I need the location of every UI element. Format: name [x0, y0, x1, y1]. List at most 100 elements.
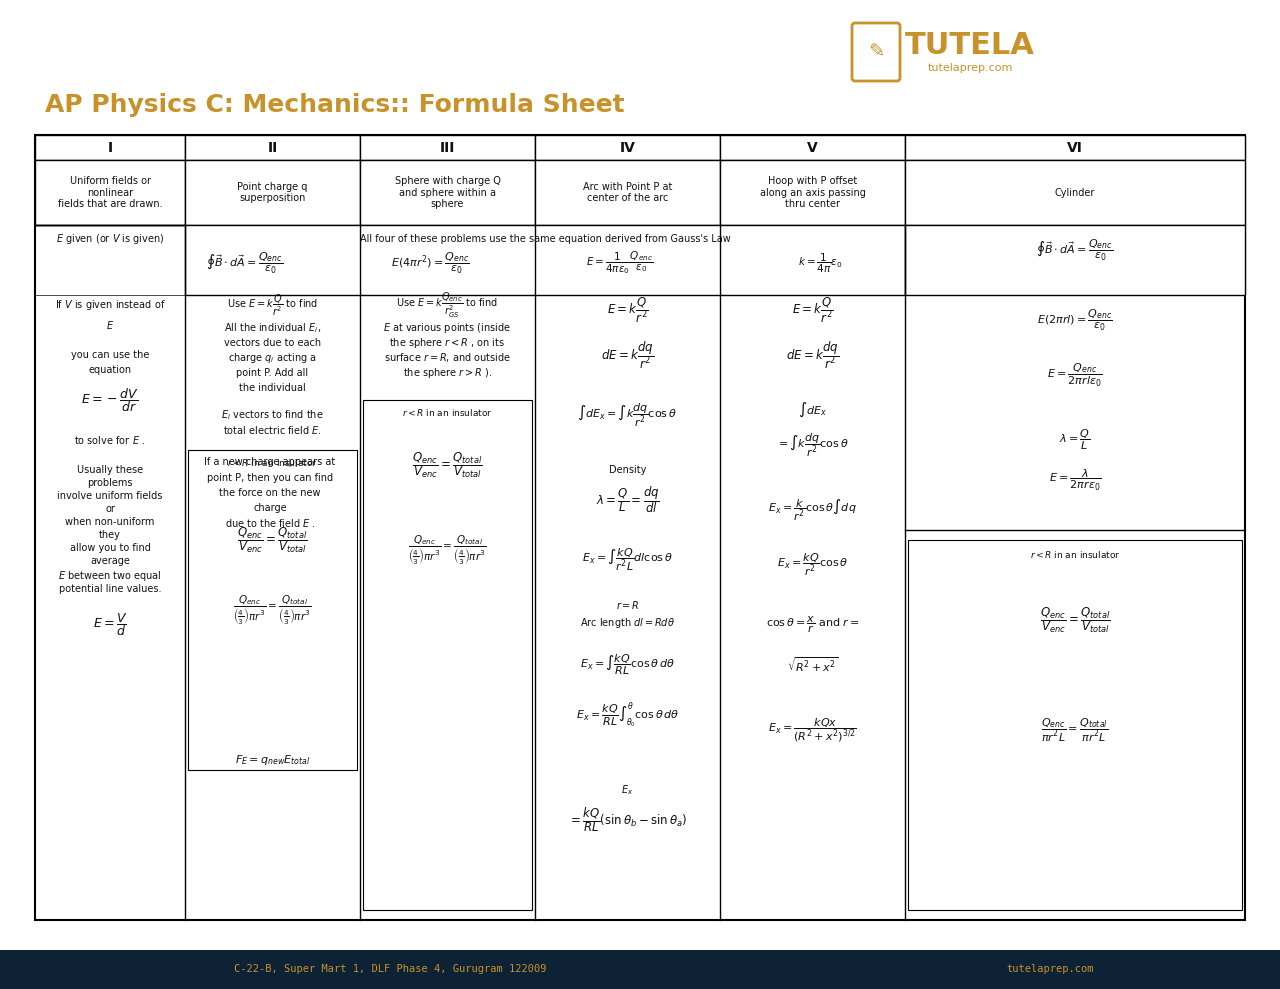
- Text: $\dfrac{Q_{enc}}{\left(\frac{4}{3}\right)\pi r^3} = \dfrac{Q_{total}}{\left(\fra: $\dfrac{Q_{enc}}{\left(\frac{4}{3}\right…: [233, 593, 312, 626]
- Text: potential line values.: potential line values.: [59, 584, 161, 594]
- Text: $E = \dfrac{1}{4\pi\epsilon_0} \dfrac{Q_{enc}}{\epsilon_0}$: $E = \dfrac{1}{4\pi\epsilon_0} \dfrac{Q_…: [586, 249, 654, 277]
- Text: TUTELA: TUTELA: [905, 31, 1036, 59]
- Text: I: I: [108, 140, 113, 154]
- Text: $E_x = \dfrac{kQ}{RL}\int_{\theta_0}^{\theta}\cos\theta\, d\theta$: $E_x = \dfrac{kQ}{RL}\int_{\theta_0}^{\t…: [576, 700, 680, 730]
- Text: problems: problems: [87, 478, 133, 488]
- Text: C-22-B, Super Mart 1, DLF Phase 4, Gurugram 122009: C-22-B, Super Mart 1, DLF Phase 4, Gurug…: [234, 964, 547, 974]
- Bar: [35, 135, 1245, 920]
- Bar: [35, 135, 186, 160]
- Text: they: they: [99, 530, 120, 540]
- Text: Density: Density: [609, 465, 646, 475]
- Text: All the individual $E_i$,: All the individual $E_i$,: [224, 321, 321, 335]
- Text: to solve for $E$ .: to solve for $E$ .: [74, 434, 146, 446]
- Text: $\int dE_x$: $\int dE_x$: [797, 401, 827, 419]
- Text: $\lambda = \dfrac{Q}{L} = \dfrac{dq}{dl}$: $\lambda = \dfrac{Q}{L} = \dfrac{dq}{dl}…: [595, 485, 659, 515]
- Bar: [360, 160, 535, 225]
- Bar: [908, 540, 1242, 910]
- Text: $\oint \vec{B} \cdot d\vec{A} = \dfrac{Q_{enc}}{\epsilon_0}$: $\oint \vec{B} \cdot d\vec{A} = \dfrac{Q…: [1037, 237, 1114, 262]
- Bar: [35, 160, 186, 225]
- Text: $r < R$ in an insulator: $r < R$ in an insulator: [402, 407, 493, 418]
- Text: $\int dE_x = \int k\dfrac{dq}{r^2}\cos\theta$: $\int dE_x = \int k\dfrac{dq}{r^2}\cos\t…: [577, 402, 677, 428]
- Text: If $V$ is given instead of: If $V$ is given instead of: [55, 298, 165, 312]
- Text: $E_x = \int \dfrac{kQ}{r^2 L} dl\cos\theta$: $E_x = \int \dfrac{kQ}{r^2 L} dl\cos\the…: [582, 547, 673, 574]
- Text: involve uniform fields: involve uniform fields: [58, 491, 163, 501]
- Text: $E_x = \dfrac{k}{r^2}\cos\theta \int dq$: $E_x = \dfrac{k}{r^2}\cos\theta \int dq$: [768, 497, 856, 522]
- Text: Use $E = k\dfrac{Q}{r^2}$ to find: Use $E = k\dfrac{Q}{r^2}$ to find: [227, 292, 319, 317]
- Text: $E = k\dfrac{Q}{r^2}$: $E = k\dfrac{Q}{r^2}$: [607, 295, 649, 325]
- Text: $k = \dfrac{1}{4\pi}\epsilon_0$: $k = \dfrac{1}{4\pi}\epsilon_0$: [797, 251, 842, 275]
- Text: $\dfrac{Q_{enc}}{\left(\frac{4}{3}\right)\pi r^3} = \dfrac{Q_{total}}{\left(\fra: $\dfrac{Q_{enc}}{\left(\frac{4}{3}\right…: [408, 533, 486, 567]
- Text: Arc with Point P at
center of the arc: Arc with Point P at center of the arc: [582, 182, 672, 204]
- Text: you can use the: you can use the: [70, 350, 150, 360]
- Text: $r = R$: $r = R$: [616, 599, 640, 611]
- Bar: [719, 160, 905, 225]
- Text: or: or: [105, 504, 115, 514]
- Text: $E(2\pi r l) = \dfrac{Q_{enc}}{\epsilon_0}$: $E(2\pi r l) = \dfrac{Q_{enc}}{\epsilon_…: [1037, 308, 1112, 332]
- Text: Usually these: Usually these: [77, 465, 143, 475]
- Bar: [364, 400, 532, 910]
- Bar: [905, 225, 1245, 295]
- Text: Use $E = k\dfrac{Q_{enc}}{r^2_{GS}}$ to find: Use $E = k\dfrac{Q_{enc}}{r^2_{GS}}$ to …: [397, 290, 499, 319]
- Text: Sphere with charge Q
and sphere within a
sphere: Sphere with charge Q and sphere within a…: [394, 176, 500, 209]
- Text: $= \dfrac{kQ}{RL}(\sin\theta_b - \sin\theta_a)$: $= \dfrac{kQ}{RL}(\sin\theta_b - \sin\th…: [568, 806, 687, 835]
- Text: III: III: [440, 140, 456, 154]
- Text: If a new charge appears at: If a new charge appears at: [205, 457, 335, 467]
- Text: $\dfrac{Q_{enc}}{V_{enc}} = \dfrac{Q_{total}}{V_{total}}$: $\dfrac{Q_{enc}}{V_{enc}} = \dfrac{Q_{to…: [1039, 605, 1110, 635]
- Text: IV: IV: [620, 140, 635, 154]
- Bar: [0, 950, 1280, 989]
- Bar: [188, 450, 357, 770]
- Text: $E_x = \int \dfrac{kQ}{RL}\cos\theta\, d\theta$: $E_x = \int \dfrac{kQ}{RL}\cos\theta\, d…: [580, 653, 675, 677]
- Text: $E = \dfrac{\lambda}{2\pi r\epsilon_0}$: $E = \dfrac{\lambda}{2\pi r\epsilon_0}$: [1048, 468, 1101, 493]
- Text: tutelaprep.com: tutelaprep.com: [1006, 964, 1093, 974]
- Text: VI: VI: [1068, 140, 1083, 154]
- FancyBboxPatch shape: [852, 23, 900, 81]
- Bar: [535, 135, 719, 160]
- Text: Hoop with P offset
along an axis passing
thru center: Hoop with P offset along an axis passing…: [759, 176, 865, 209]
- Bar: [186, 160, 360, 225]
- Bar: [719, 135, 905, 160]
- Text: the sphere $r > R$ ).: the sphere $r > R$ ).: [403, 366, 492, 380]
- Text: $E = \dfrac{Q_{enc}}{2\pi r l\epsilon_0}$: $E = \dfrac{Q_{enc}}{2\pi r l\epsilon_0}…: [1047, 361, 1102, 389]
- Text: when non-uniform: when non-uniform: [65, 517, 155, 527]
- Text: tutelaprep.com: tutelaprep.com: [927, 63, 1012, 73]
- Text: $E_x$: $E_x$: [621, 783, 634, 797]
- Bar: [186, 225, 905, 295]
- Text: the force on the new: the force on the new: [219, 488, 321, 498]
- Bar: [535, 160, 719, 225]
- Text: $E_x = \dfrac{kQx}{(R^2+x^2)^{3/2}}$: $E_x = \dfrac{kQx}{(R^2+x^2)^{3/2}}$: [768, 716, 856, 744]
- Text: vectors due to each: vectors due to each: [224, 338, 321, 348]
- Text: $E = -\dfrac{dV}{dr}$: $E = -\dfrac{dV}{dr}$: [81, 386, 140, 414]
- Text: $F_E = q_{new}E_{total}$: $F_E = q_{new}E_{total}$: [234, 753, 310, 767]
- Text: point P. Add all: point P. Add all: [237, 368, 308, 378]
- Text: Arc length $dl = Rd\theta$: Arc length $dl = Rd\theta$: [580, 616, 675, 630]
- Text: II: II: [268, 140, 278, 154]
- Text: $\cos\theta = \dfrac{x}{r}$ and $r =$: $\cos\theta = \dfrac{x}{r}$ and $r =$: [765, 615, 859, 635]
- Text: average: average: [90, 556, 131, 566]
- Text: equation: equation: [88, 365, 132, 375]
- Bar: [905, 160, 1245, 225]
- Text: the individual: the individual: [239, 383, 306, 393]
- Text: $E$ given (or $V$ is given): $E$ given (or $V$ is given): [56, 232, 164, 246]
- Text: $\oint \vec{B} \cdot d\vec{A} = \dfrac{Q_{enc}}{\epsilon_0}$: $\oint \vec{B} \cdot d\vec{A} = \dfrac{Q…: [206, 250, 284, 276]
- Text: Cylinder: Cylinder: [1055, 188, 1096, 198]
- Text: $dE = k\dfrac{dq}{r^2}$: $dE = k\dfrac{dq}{r^2}$: [786, 339, 838, 371]
- Text: $r < R$ in an insulator: $r < R$ in an insulator: [1030, 550, 1120, 561]
- Text: Uniform fields or
nonlinear
fields that are drawn.: Uniform fields or nonlinear fields that …: [58, 176, 163, 209]
- Text: charge: charge: [253, 503, 287, 513]
- Text: charge $q_i$ acting a: charge $q_i$ acting a: [228, 351, 317, 365]
- Text: AP Physics C: Mechanics:: Formula Sheet: AP Physics C: Mechanics:: Formula Sheet: [45, 93, 625, 117]
- Text: $E$ between two equal: $E$ between two equal: [58, 569, 161, 583]
- Text: $dE = k\dfrac{dq}{r^2}$: $dE = k\dfrac{dq}{r^2}$: [602, 339, 654, 371]
- Bar: [360, 135, 535, 160]
- Text: point P, then you can find: point P, then you can find: [207, 473, 333, 483]
- Text: $E$ at various points (inside: $E$ at various points (inside: [384, 321, 512, 335]
- Text: $\sqrt{R^2 + x^2}$: $\sqrt{R^2 + x^2}$: [787, 656, 838, 674]
- Text: $\dfrac{Q_{enc}}{V_{enc}} = \dfrac{Q_{total}}{V_{total}}$: $\dfrac{Q_{enc}}{V_{enc}} = \dfrac{Q_{to…: [412, 450, 483, 480]
- Text: $= \int k\dfrac{dq}{r^2}\cos\theta$: $= \int k\dfrac{dq}{r^2}\cos\theta$: [776, 431, 849, 459]
- Text: ✎: ✎: [868, 43, 884, 61]
- Text: $E_x = \dfrac{kQ}{r^2}\cos\theta$: $E_x = \dfrac{kQ}{r^2}\cos\theta$: [777, 552, 849, 579]
- Text: $E$: $E$: [106, 319, 114, 331]
- Text: allow you to find: allow you to find: [69, 543, 151, 553]
- Text: V: V: [808, 140, 818, 154]
- Text: surface $r = R$, and outside: surface $r = R$, and outside: [384, 351, 511, 365]
